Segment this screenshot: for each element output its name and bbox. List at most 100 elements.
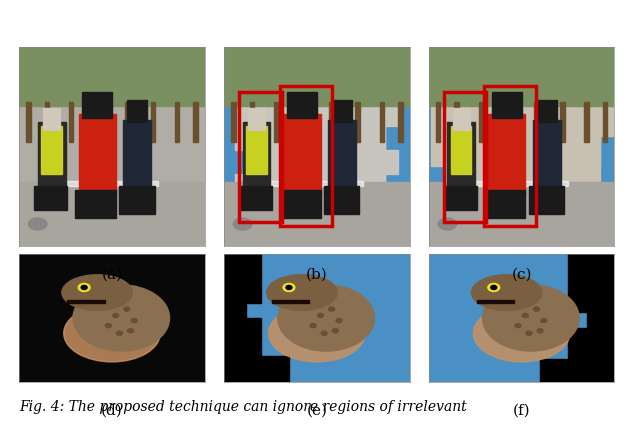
Bar (224, 182, 410, 246)
Bar (250, 103, 254, 142)
Ellipse shape (73, 285, 170, 351)
Ellipse shape (278, 285, 374, 351)
Bar (274, 236, 360, 246)
Circle shape (131, 318, 137, 323)
Bar (193, 103, 198, 142)
Bar (270, 181, 363, 186)
Bar (385, 103, 399, 126)
Bar (280, 86, 332, 226)
Bar (224, 47, 410, 106)
Bar (355, 103, 360, 142)
Bar (69, 103, 74, 142)
Circle shape (78, 283, 90, 292)
Bar (454, 103, 459, 142)
Bar (568, 328, 614, 382)
Bar (328, 120, 356, 190)
Text: (d): (d) (101, 404, 123, 418)
Bar (274, 103, 278, 142)
Bar (477, 300, 514, 303)
Bar (224, 254, 261, 303)
Text: (f): (f) (513, 404, 531, 418)
Bar (95, 103, 99, 142)
Circle shape (526, 331, 532, 335)
Ellipse shape (474, 304, 570, 362)
Circle shape (534, 307, 540, 311)
Bar (246, 126, 267, 174)
Bar (235, 174, 248, 198)
Bar (385, 150, 399, 174)
Circle shape (537, 329, 543, 333)
Bar (444, 92, 486, 222)
Bar (536, 100, 557, 123)
Circle shape (106, 324, 111, 328)
Bar (120, 186, 155, 214)
Circle shape (515, 324, 521, 328)
Bar (19, 47, 205, 106)
Bar (248, 86, 385, 246)
Circle shape (124, 307, 130, 311)
Bar (42, 126, 62, 174)
Text: (b): (b) (306, 268, 328, 282)
Bar (248, 150, 261, 174)
Circle shape (286, 285, 292, 290)
Ellipse shape (267, 275, 337, 310)
Bar (444, 166, 457, 196)
Bar (436, 103, 440, 142)
Bar (248, 198, 261, 222)
Bar (398, 103, 403, 142)
Circle shape (310, 324, 316, 328)
Bar (330, 103, 334, 142)
Bar (603, 103, 607, 142)
Circle shape (522, 313, 528, 318)
Circle shape (81, 285, 87, 290)
Bar (261, 230, 372, 246)
Bar (235, 106, 248, 126)
Bar (529, 186, 564, 214)
Bar (372, 174, 385, 198)
Circle shape (317, 313, 323, 318)
Bar (235, 126, 248, 150)
Text: Fig. 4: The proposed technique can ignore regions of irrelevant: Fig. 4: The proposed technique can ignor… (19, 400, 467, 414)
Bar (447, 123, 475, 190)
Bar (479, 103, 483, 142)
Bar (451, 126, 472, 174)
Bar (504, 103, 509, 142)
Circle shape (127, 329, 134, 333)
Bar (284, 114, 321, 194)
Circle shape (336, 318, 342, 323)
Bar (34, 186, 67, 210)
Bar (444, 83, 600, 246)
Bar (429, 47, 614, 106)
Ellipse shape (62, 275, 132, 310)
Bar (586, 312, 614, 328)
Bar (484, 190, 525, 218)
Bar (45, 103, 49, 142)
Text: (a): (a) (102, 268, 122, 282)
Circle shape (491, 285, 497, 290)
Ellipse shape (28, 218, 47, 230)
Ellipse shape (438, 218, 457, 230)
Bar (444, 186, 477, 210)
Circle shape (321, 331, 327, 335)
Bar (584, 103, 589, 142)
Bar (231, 103, 236, 142)
Bar (429, 182, 614, 246)
Circle shape (541, 318, 547, 323)
Bar (560, 103, 564, 142)
Bar (324, 186, 360, 214)
Ellipse shape (483, 285, 579, 351)
Bar (26, 103, 31, 142)
Bar (372, 126, 385, 150)
Bar (75, 190, 116, 218)
Ellipse shape (64, 304, 160, 362)
Bar (332, 100, 352, 123)
Bar (586, 137, 600, 166)
Circle shape (329, 307, 335, 311)
Bar (300, 103, 304, 142)
Bar (488, 114, 525, 194)
Bar (248, 109, 265, 130)
Circle shape (332, 329, 339, 333)
Bar (280, 190, 321, 218)
Text: (c): (c) (511, 268, 532, 282)
Bar (67, 300, 104, 303)
